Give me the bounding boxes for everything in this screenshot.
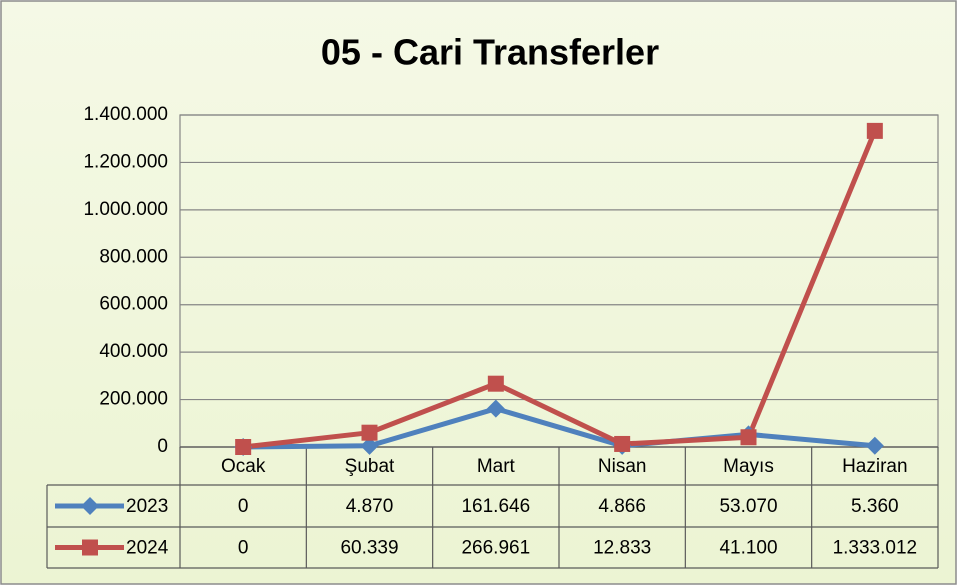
y-tick-label: 1.400.000	[83, 104, 168, 125]
legend-label: 2024	[126, 538, 169, 559]
table-value: 1.333.012	[833, 538, 918, 559]
chart-title: 05 - Cari Transferler	[321, 32, 659, 73]
legend-key-marker	[81, 497, 99, 515]
marker	[486, 399, 505, 418]
y-tick-label: 0	[157, 436, 168, 457]
table-value: 161.646	[461, 496, 530, 517]
marker	[361, 424, 378, 441]
table-value: 4.866	[598, 496, 646, 517]
y-tick-label: 200.000	[99, 389, 168, 410]
series-line	[242, 129, 878, 450]
marker	[614, 435, 631, 452]
table-value: 0	[238, 538, 249, 559]
x-tick-label: Haziran	[842, 456, 907, 477]
x-tick-label: Şubat	[345, 456, 395, 477]
marker	[866, 122, 883, 139]
marker	[865, 436, 884, 455]
table-value: 266.961	[461, 538, 530, 559]
x-tick-label: Mayıs	[723, 456, 774, 477]
x-tick-label: Mart	[477, 456, 516, 477]
x-tick-label: Nisan	[598, 456, 647, 477]
table-value: 4.870	[346, 496, 394, 517]
y-tick-label: 800.000	[99, 246, 168, 267]
table-value: 60.339	[340, 538, 398, 559]
marker	[235, 439, 252, 455]
y-tick-label: 400.000	[99, 341, 168, 362]
series-line	[243, 406, 876, 450]
table-value: 0	[238, 496, 249, 517]
marker	[740, 429, 757, 446]
y-tick-label: 1.000.000	[83, 199, 168, 220]
table-value: 41.100	[719, 538, 777, 559]
table-value: 12.833	[593, 538, 651, 559]
marker	[487, 375, 504, 392]
x-tick-label: Ocak	[221, 456, 266, 477]
y-tick-label: 1.200.000	[83, 151, 168, 172]
legend-key-marker	[82, 539, 98, 556]
y-tick-label: 600.000	[99, 294, 168, 315]
table-value: 53.070	[719, 496, 777, 517]
marker	[360, 436, 379, 455]
table-value: 5.360	[851, 496, 899, 517]
legend-label: 2023	[126, 496, 168, 517]
